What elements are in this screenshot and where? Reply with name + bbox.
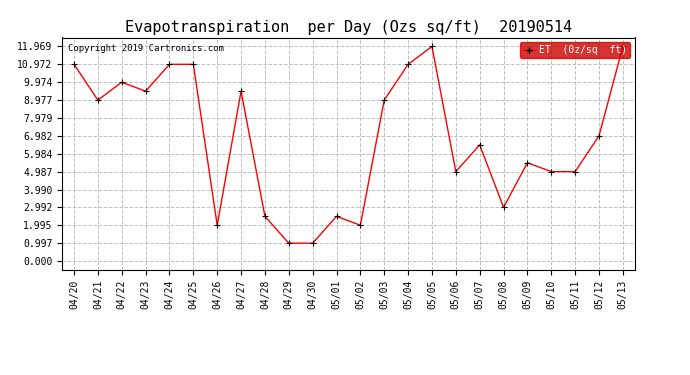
ET  (0z/sq  ft)	[595, 134, 603, 138]
ET  (0z/sq  ft)	[308, 241, 317, 245]
ET  (0z/sq  ft)	[237, 89, 245, 93]
ET  (0z/sq  ft)	[213, 223, 221, 228]
ET  (0z/sq  ft)	[571, 170, 580, 174]
ET  (0z/sq  ft)	[380, 98, 388, 102]
ET  (0z/sq  ft)	[94, 98, 102, 102]
ET  (0z/sq  ft)	[547, 170, 555, 174]
ET  (0z/sq  ft)	[356, 223, 364, 228]
ET  (0z/sq  ft)	[285, 241, 293, 245]
ET  (0z/sq  ft)	[261, 214, 269, 219]
ET  (0z/sq  ft)	[500, 205, 508, 210]
ET  (0z/sq  ft)	[404, 62, 412, 67]
ET  (0z/sq  ft)	[452, 170, 460, 174]
Line: ET  (0z/sq  ft): ET (0z/sq ft)	[71, 44, 626, 246]
Text: Copyright 2019 Cartronics.com: Copyright 2019 Cartronics.com	[68, 45, 224, 54]
Legend: ET  (0z/sq  ft): ET (0z/sq ft)	[520, 42, 630, 58]
Title: Evapotranspiration  per Day (Ozs sq/ft)  20190514: Evapotranspiration per Day (Ozs sq/ft) 2…	[125, 20, 572, 35]
ET  (0z/sq  ft)	[70, 62, 78, 67]
ET  (0z/sq  ft)	[189, 62, 197, 67]
ET  (0z/sq  ft)	[117, 80, 126, 84]
ET  (0z/sq  ft)	[523, 160, 531, 165]
ET  (0z/sq  ft)	[166, 62, 174, 67]
ET  (0z/sq  ft)	[475, 142, 484, 147]
ET  (0z/sq  ft)	[619, 44, 627, 49]
ET  (0z/sq  ft)	[141, 89, 150, 93]
ET  (0z/sq  ft)	[333, 214, 341, 219]
ET  (0z/sq  ft)	[428, 44, 436, 49]
